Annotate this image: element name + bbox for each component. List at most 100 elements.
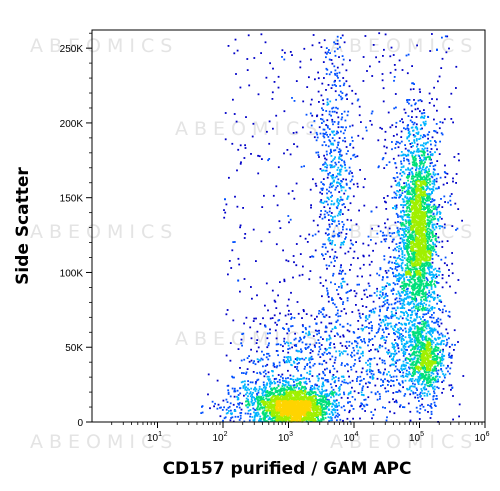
- event-dot: [328, 393, 331, 395]
- event-dot: [363, 204, 366, 207]
- event-dot: [393, 177, 396, 180]
- event-dot: [427, 219, 430, 222]
- event-dot: [420, 296, 423, 299]
- event-dot: [406, 196, 409, 199]
- event-dot: [439, 225, 442, 227]
- event-dot: [356, 346, 358, 348]
- event-dot: [439, 121, 442, 123]
- event-dot: [273, 81, 276, 83]
- event-dot: [392, 375, 395, 378]
- event-dot: [428, 193, 430, 195]
- event-dot: [431, 291, 434, 294]
- event-dot: [362, 254, 365, 257]
- event-dot: [293, 338, 296, 341]
- event-dot: [328, 239, 331, 242]
- event-dot: [428, 222, 431, 224]
- event-dot: [421, 168, 424, 171]
- event-dot: [308, 378, 310, 380]
- event-dot: [330, 200, 333, 202]
- event-dot: [441, 206, 444, 208]
- event-dot: [362, 80, 365, 82]
- event-dot: [310, 98, 313, 101]
- event-dot: [330, 166, 333, 168]
- event-dot: [396, 266, 399, 268]
- event-dot: [337, 166, 340, 169]
- event-dot: [421, 195, 424, 198]
- event-dot: [393, 347, 395, 350]
- event-dot: [324, 51, 327, 54]
- event-dot: [283, 380, 286, 382]
- event-dot: [367, 235, 370, 238]
- event-dot: [341, 269, 344, 272]
- event-dot: [379, 291, 382, 293]
- event-dot: [430, 407, 433, 409]
- event-dot: [405, 330, 407, 333]
- event-dot: [247, 398, 249, 401]
- event-dot: [433, 283, 435, 285]
- event-dot: [333, 65, 336, 68]
- event-dot: [396, 246, 399, 248]
- event-dot: [333, 377, 335, 379]
- event-dot: [304, 343, 307, 346]
- event-dot: [281, 393, 284, 396]
- event-dot: [233, 410, 236, 412]
- event-dot: [371, 417, 373, 420]
- event-dot: [379, 398, 381, 400]
- event-dot: [341, 180, 343, 183]
- event-dot: [422, 275, 424, 278]
- event-dot: [400, 204, 402, 206]
- event-dot: [364, 35, 367, 37]
- event-dot: [433, 307, 436, 309]
- event-dot: [328, 198, 330, 201]
- event-dot: [415, 362, 417, 365]
- event-dot: [260, 240, 263, 243]
- event-dot: [351, 89, 354, 92]
- event-dot: [331, 405, 333, 408]
- event-dot: [383, 286, 386, 289]
- event-dot: [405, 168, 407, 171]
- event-dot: [371, 75, 374, 77]
- event-dot: [292, 360, 295, 363]
- event-dot: [428, 102, 431, 104]
- event-dot: [243, 358, 246, 361]
- event-dot: [415, 387, 418, 390]
- event-dot: [332, 143, 335, 146]
- event-dot: [412, 230, 415, 232]
- event-dot: [242, 372, 245, 374]
- event-dot: [398, 294, 401, 297]
- event-dot: [277, 374, 280, 376]
- event-dot: [431, 320, 433, 323]
- event-dot: [334, 327, 337, 329]
- event-dot: [425, 303, 427, 306]
- event-dot: [427, 320, 429, 323]
- event-dot: [351, 136, 353, 139]
- event-dot: [429, 173, 432, 175]
- event-dot: [337, 116, 340, 119]
- event-dot: [360, 371, 363, 374]
- event-dot: [322, 338, 324, 340]
- event-dot: [411, 348, 414, 350]
- event-dot: [379, 126, 382, 129]
- event-dot: [401, 189, 404, 192]
- event-dot: [250, 359, 253, 362]
- event-dot: [386, 416, 388, 419]
- event-dot: [351, 102, 354, 105]
- event-dot: [419, 171, 422, 174]
- event-dot: [234, 195, 236, 198]
- event-dot: [302, 386, 305, 389]
- event-dot: [344, 189, 347, 192]
- event-dot: [227, 389, 230, 392]
- event-dot: [398, 292, 400, 295]
- event-dot: [394, 162, 397, 164]
- event-dot: [407, 177, 409, 179]
- event-dot: [408, 222, 410, 225]
- event-dot: [371, 110, 374, 113]
- event-dot: [409, 410, 412, 413]
- event-dot: [423, 376, 426, 379]
- event-dot: [370, 294, 373, 297]
- event-dot: [406, 250, 408, 253]
- event-dot: [444, 201, 446, 203]
- event-dot: [343, 192, 346, 195]
- event-dot: [446, 240, 449, 242]
- event-dot: [331, 218, 334, 220]
